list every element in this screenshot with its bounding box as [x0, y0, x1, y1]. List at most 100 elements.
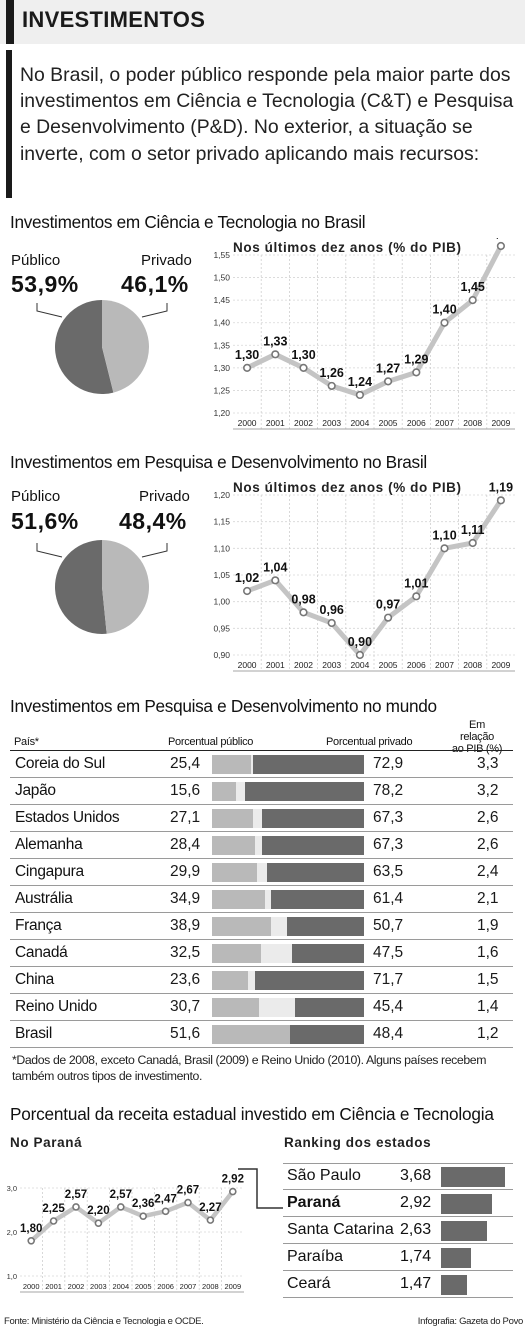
pd-line-point-2004 [355, 650, 364, 660]
pd-line-x-tick-label: 2009 [491, 660, 510, 670]
row-divider [10, 993, 513, 994]
pd-line-x-tick-label: 2007 [435, 660, 454, 670]
pd-private-value: 48,4% [119, 508, 187, 534]
pd-line-value-label-2000: 1,02 [235, 571, 259, 585]
public-bar [212, 782, 236, 801]
split-bar [212, 836, 364, 855]
row-divider [10, 804, 513, 805]
ct-line-point-2006 [412, 368, 421, 377]
pib-percent: 2,6 [477, 809, 499, 826]
state-value: 2,63 [400, 1221, 432, 1238]
table-row-estados-unidos: Estados Unidos 27,1 67,3 2,6 [10, 805, 513, 832]
private-bar [291, 944, 364, 963]
state-value: 1,74 [400, 1248, 432, 1265]
ct-line-y-tick-label: 1,40 [213, 318, 230, 328]
parana-line-value-label-2000: 1,80 [20, 1223, 42, 1235]
split-bar [212, 755, 364, 774]
pd-line-chart: Nos últimos dez anos (% do PIB) 0,90 0,95 1… [213, 480, 515, 672]
state-name: Paraná [287, 1194, 341, 1211]
ct-line-point-2005 [384, 377, 393, 386]
row-divider [10, 912, 513, 913]
pd-pie-slice-publico [54, 540, 107, 634]
parana-line-x-tick-label: 2004 [112, 1282, 129, 1291]
pd-pie-private-leader [141, 543, 168, 558]
country-name: França [15, 917, 62, 934]
ranking-row-ceara: Ceará 1,47 [283, 1272, 513, 1298]
country-name: Coreia do Sul [15, 755, 106, 772]
table-row-china: China 23,6 71,7 1,5 [10, 967, 513, 994]
pib-percent: 2,1 [477, 890, 499, 907]
ct-line-point-2009 [496, 241, 506, 251]
public-bar [212, 1025, 291, 1044]
parana-line-x-tick-label: 2005 [135, 1282, 152, 1291]
parana-line-x-tick-label: 2000 [23, 1282, 40, 1291]
ct-line-point-2004 [355, 390, 364, 400]
parana-line-point-2007 [184, 1198, 192, 1207]
pd-line-y-tick-label: 1,20 [213, 490, 230, 500]
pd-line-x-tick-label: 2005 [379, 660, 398, 670]
row-divider [283, 1297, 513, 1298]
pd-line-x-tick-label: 2001 [266, 660, 285, 670]
split-bar [212, 917, 364, 936]
pd-line-title: Nos últimos dez anos (% do PIB) [233, 480, 462, 495]
split-bar [212, 1025, 364, 1044]
state-value: 3,68 [400, 1167, 432, 1184]
parana-line-value-label-2009: 2,92 [222, 1174, 244, 1186]
pd-public-value: 51,6% [11, 508, 79, 534]
lead-accent-bar [6, 50, 12, 198]
pd-line-point-2006 [412, 592, 421, 601]
public-percent: 29,9 [170, 863, 201, 880]
parana-line-point-2001 [49, 1217, 58, 1225]
pd-line-y-tick-label: 0,95 [213, 623, 230, 633]
public-bar [212, 809, 254, 828]
parana-line-x-tick-label: 2003 [90, 1282, 107, 1291]
pd-section-title: Investimentos em Pesquisa e Desenvolvime… [10, 452, 427, 472]
row-divider [10, 939, 513, 940]
pd-line-y-tick-label: 1,15 [213, 517, 230, 527]
col-country-header: País* [14, 736, 39, 748]
state-bar [441, 1275, 467, 1295]
row-divider [283, 1270, 513, 1271]
private-percent: 47,5 [373, 944, 404, 961]
pd-line-point-2008 [468, 538, 477, 548]
public-bar [212, 755, 251, 774]
public-percent: 27,1 [170, 809, 201, 826]
split-bar [212, 944, 364, 963]
ct-line-value-label-2009: 1,57 [489, 238, 513, 240]
pd-line-point-2003 [327, 618, 336, 628]
ct-line-x-tick-label: 2000 [238, 418, 257, 428]
parana-line-x-tick-label: 2001 [45, 1282, 62, 1291]
ct-public-label: Público [11, 252, 61, 269]
ct-section-title: Investimentos em Ciência e Tecnologia no… [10, 212, 366, 232]
parana-line-y-tick-label: 3,0 [7, 1184, 17, 1193]
ct-line-chart: Nos últimos dez anos (% do PIB) 1,20 1,25 1… [213, 238, 515, 430]
state-name: Ceará [287, 1275, 331, 1292]
pib-percent: 3,2 [477, 782, 499, 799]
country-name: Austrália [15, 890, 73, 907]
public-bar [212, 998, 259, 1017]
lead-paragraph: No Brasil, o poder público responde pela… [20, 64, 514, 165]
row-divider [283, 1189, 513, 1190]
state-bar [441, 1167, 505, 1187]
parana-line-y-tick-label: 2,0 [7, 1228, 17, 1237]
ct-line-y-tick-label: 1,55 [213, 250, 230, 260]
private-bar [261, 836, 364, 855]
state-bar [441, 1248, 472, 1268]
private-percent: 50,7 [373, 917, 404, 934]
world-section-title: Investimentos em Pesquisa e Desenvolvime… [10, 696, 437, 716]
ct-line-point-2008 [468, 296, 477, 305]
private-bar [245, 782, 364, 801]
private-bar [267, 863, 364, 882]
private-percent: 72,9 [373, 755, 404, 772]
header-accent-bar [6, 0, 14, 44]
pd-line-value-label-2004: 0,90 [348, 635, 372, 649]
public-bar [212, 917, 272, 936]
split-bar [212, 782, 364, 801]
pd-line-value-label-2006: 1,01 [404, 576, 428, 590]
page-title: INVESTIMENTOS [22, 7, 206, 32]
row-divider [10, 966, 513, 967]
ct-line-y-tick-label: 1,25 [213, 385, 230, 395]
row-divider [10, 777, 513, 778]
header-band: INVESTIMENTOS [0, 0, 525, 44]
pd-line-x-tick-label: 2000 [238, 660, 257, 670]
